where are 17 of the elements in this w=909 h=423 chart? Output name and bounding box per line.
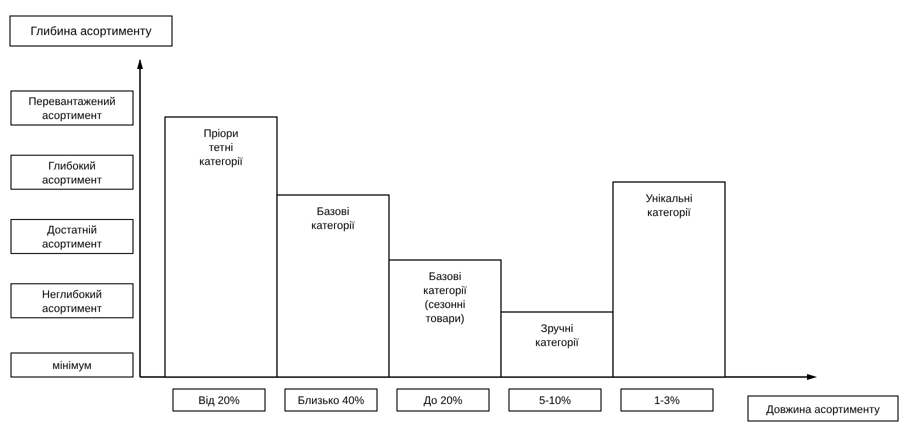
x-tick-label: 5-10% bbox=[539, 395, 572, 407]
x-axis-title: Довжина асортименту bbox=[766, 404, 880, 416]
annotation: Базові категорії (сезонні товари) bbox=[423, 271, 467, 325]
x-tick-label: 1-3% bbox=[654, 395, 680, 407]
text: Глибина асортименту bbox=[30, 24, 152, 38]
x-tick-label: Від 20% bbox=[198, 395, 240, 407]
annotation: Базові категорії bbox=[311, 206, 355, 232]
x-tick-label: До 20% bbox=[424, 395, 463, 407]
text: мінімум bbox=[52, 360, 92, 372]
text: Перевантажений асортимент bbox=[28, 96, 116, 122]
annotation: Зручні категорії bbox=[535, 323, 579, 349]
annotation: Унікальні категорії bbox=[646, 193, 692, 219]
text: Неглибокий асортимент bbox=[42, 288, 102, 315]
text: Достатній асортимент bbox=[42, 224, 102, 250]
x-tick-label: Близько 40% bbox=[298, 395, 364, 407]
text: Глибокий асортимент bbox=[42, 160, 102, 186]
annotation: Пріори тетні категорії bbox=[199, 128, 243, 168]
